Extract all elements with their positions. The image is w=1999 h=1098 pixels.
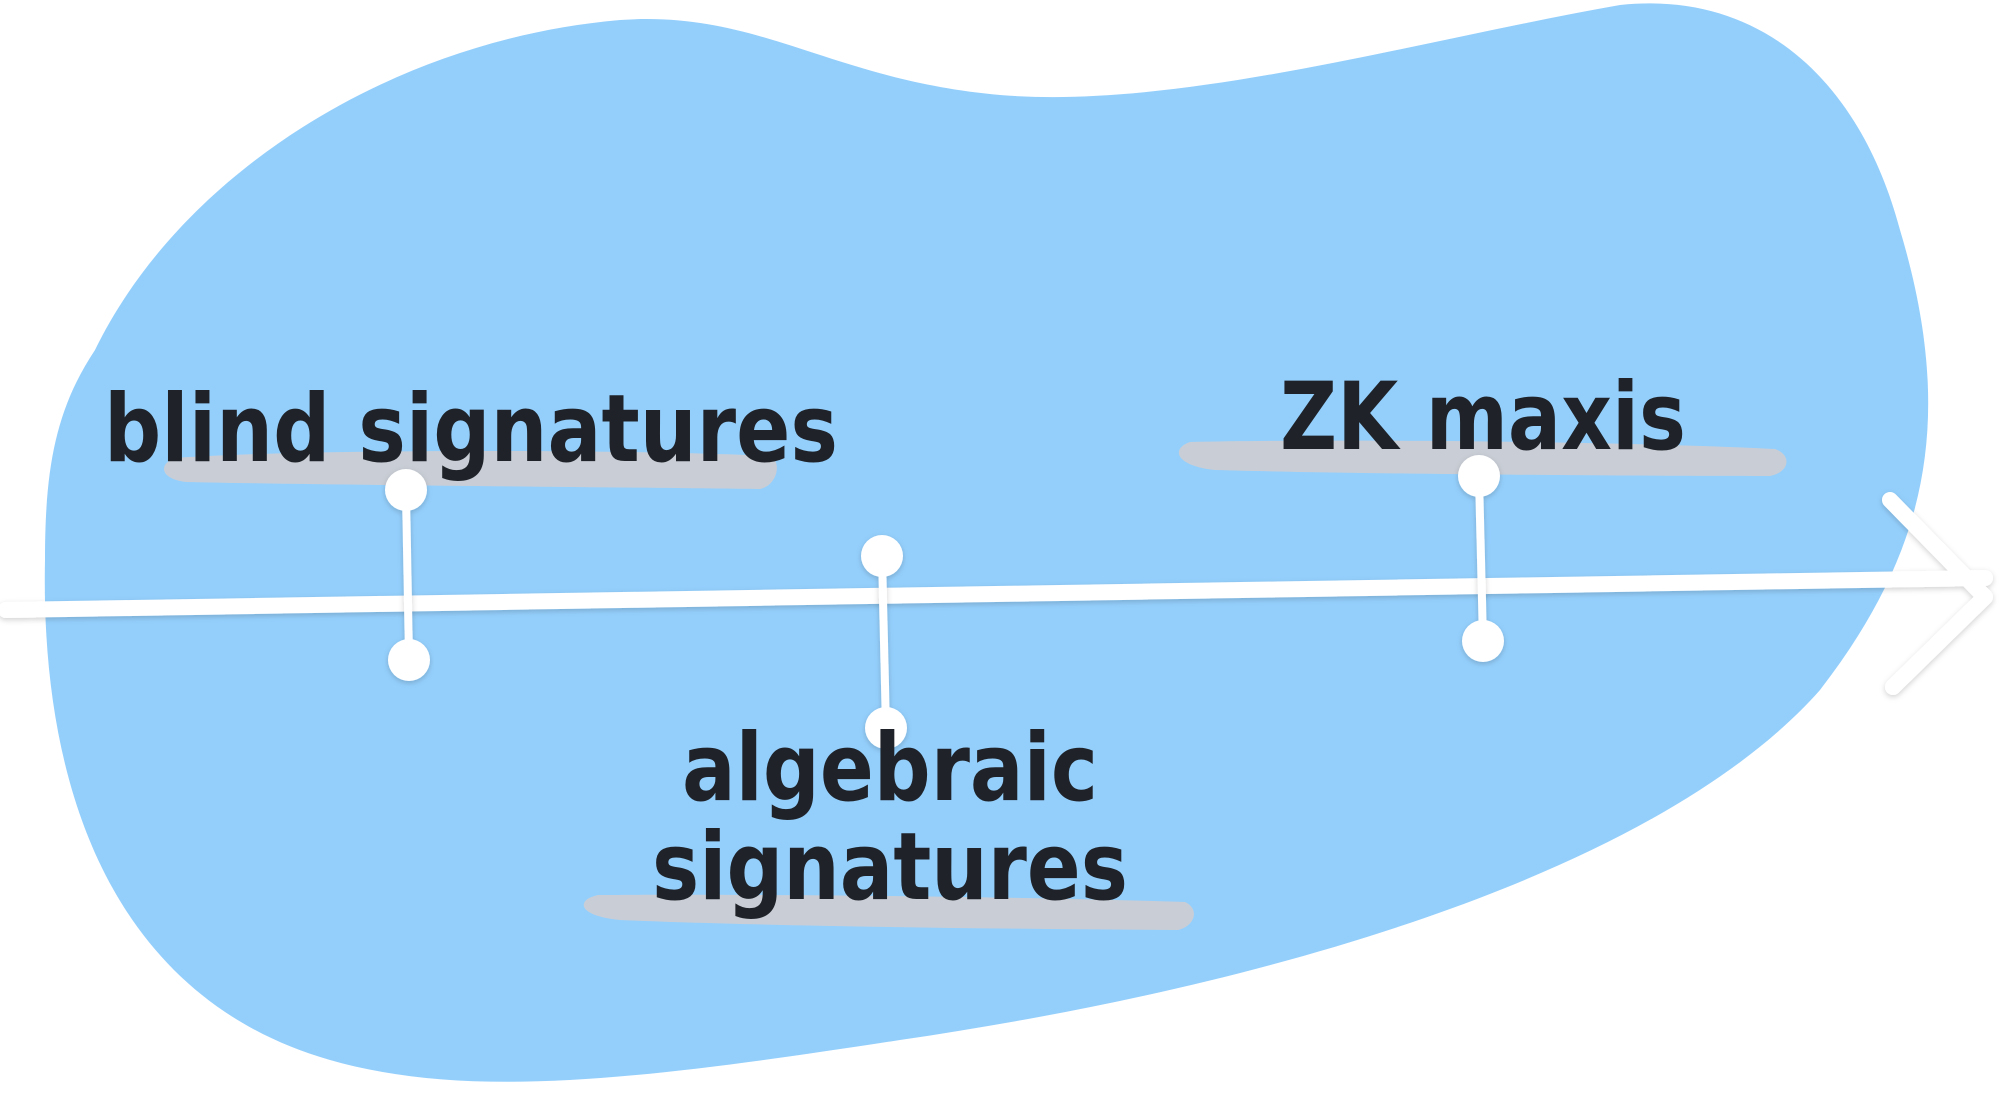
milestone-zk-maxis <box>1458 455 1504 662</box>
milestone-blind-signatures <box>385 469 430 681</box>
highlight-swash-blind-signatures <box>164 450 777 489</box>
timeline-line <box>0 570 1993 618</box>
milestone-dot-top <box>861 535 903 577</box>
milestone-stem <box>402 492 413 659</box>
milestone-dot-bottom <box>865 707 907 749</box>
timeline-axis <box>0 492 1993 695</box>
timeline-arrowhead <box>1882 492 1993 695</box>
milestone-algebraic-signatures <box>861 535 907 749</box>
milestone-label-blind-signatures: blind signatures <box>104 375 838 484</box>
milestone-dot-bottom <box>388 639 430 681</box>
milestone-label-algebraic-line-1: algebraic <box>682 714 1098 823</box>
milestone-dot-top <box>385 469 427 511</box>
milestone-stem <box>878 555 890 729</box>
milestone-stem <box>1475 477 1487 641</box>
milestone-dot-bottom <box>1462 620 1504 662</box>
highlight-swash-algebraic-signatures <box>583 894 1194 930</box>
milestone-label-algebraic-line-2: signatures <box>652 813 1128 922</box>
background-blob <box>44 3 1929 1082</box>
milestone-dot-top <box>1458 455 1500 497</box>
milestone-label-zk-maxis: ZK maxis <box>1280 363 1686 472</box>
